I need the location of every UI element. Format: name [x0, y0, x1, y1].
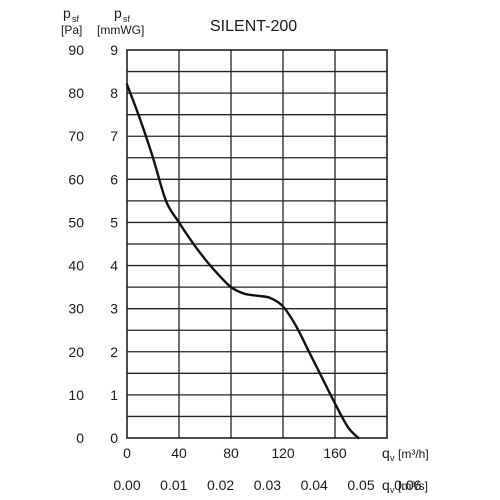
tick-label-qh: 80 [223, 445, 239, 461]
axis-mmwg-symbol: p [114, 5, 122, 21]
pressure-curve [125, 83, 360, 440]
tick-label-qh: 40 [171, 445, 187, 461]
tick-label-pa: 40 [68, 258, 84, 274]
grid [127, 50, 387, 438]
tick-label-qs: 0.04 [301, 477, 328, 493]
tick-label-qs: 0.05 [347, 477, 374, 493]
plot-frame [126, 49, 388, 439]
tick-label-mmwg: 2 [110, 344, 118, 360]
tick-label-qs: 0.00 [113, 477, 140, 493]
tick-label-mmwg: 8 [110, 85, 118, 101]
axis-qs-subscript: v [390, 485, 395, 495]
tick-label-pa: 90 [68, 42, 84, 58]
tick-label-pa: 20 [68, 344, 84, 360]
axis-qs-unit: [m³/s] [398, 479, 428, 493]
tick-label-mmwg: 7 [110, 128, 118, 144]
tick-label-qh: 120 [271, 445, 295, 461]
tick-label-mmwg: 4 [110, 258, 118, 274]
chart-title: SILENT-200 [210, 18, 297, 35]
tick-label-qs: 0.03 [254, 477, 281, 493]
axis-qh-subscript: v [390, 453, 395, 463]
tick-label-pa: 70 [68, 128, 84, 144]
axis-qh-symbol: q [382, 445, 390, 461]
tick-label-mmwg: 1 [110, 387, 118, 403]
axis-mmwg-unit: [mmWG] [97, 23, 144, 37]
tick-label-pa: 10 [68, 387, 84, 403]
tick-label-pa: 80 [68, 85, 84, 101]
tick-label-mmwg: 3 [110, 301, 118, 317]
axis-pa-unit: [Pa] [61, 23, 82, 37]
tick-label-mmwg: 0 [110, 430, 118, 446]
axis-pa-symbol: p [63, 5, 71, 21]
axis-mmwg-subscript: sf [123, 14, 131, 24]
axis-pa-subscript: sf [72, 14, 80, 24]
tick-label-pa: 0 [76, 430, 84, 446]
axis-qs-symbol: q [382, 477, 390, 493]
tick-label-pa: 60 [68, 171, 84, 187]
tick-label-mmwg: 6 [110, 171, 118, 187]
tick-label-qs: 0.02 [207, 477, 234, 493]
tick-label-qh: 0 [123, 445, 131, 461]
tick-label-mmwg: 5 [110, 214, 118, 230]
tick-label-qh: 160 [323, 445, 347, 461]
tick-label-pa: 30 [68, 301, 84, 317]
tick-label-mmwg: 9 [110, 42, 118, 58]
tick-label-pa: 50 [68, 214, 84, 230]
axis-qh-unit: [m³/h] [398, 447, 429, 461]
tick-label-qs: 0.06 [394, 477, 421, 493]
tick-label-qs: 0.01 [160, 477, 187, 493]
